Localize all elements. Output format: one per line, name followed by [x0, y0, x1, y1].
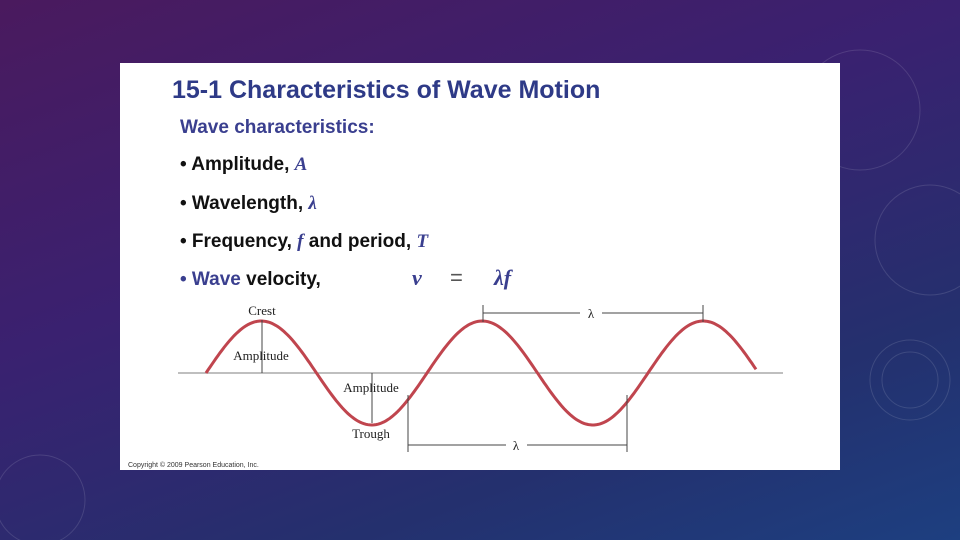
formula: =: [450, 265, 463, 290]
symbol: f: [297, 231, 305, 252]
diagram-label: λ: [588, 306, 595, 321]
bullet: • Wavelength, λ: [180, 193, 317, 214]
bullet: • Amplitude, A: [180, 154, 307, 175]
symbol: λ: [307, 193, 316, 214]
decoration: [0, 49, 960, 540]
bullet-text: and period,: [309, 231, 411, 252]
diagram-label: Amplitude: [343, 380, 399, 395]
bullet-text: • Frequency,: [180, 231, 292, 252]
bullet-text: • Wavelength,: [180, 193, 303, 214]
copyright: Copyright © 2009 Pearson Education, Inc.: [128, 461, 259, 469]
diagram-label: Trough: [352, 426, 390, 441]
subtitle: Wave characteristics:: [180, 117, 375, 138]
formula: v: [412, 265, 422, 290]
bullet-text: velocity,: [246, 269, 321, 290]
measure-lines: [261, 305, 704, 452]
symbol: A: [294, 154, 308, 175]
content-panel: [120, 63, 840, 470]
bullet-text: • Wave: [180, 269, 241, 290]
title: 15-1 Characteristics of Wave Motion: [172, 76, 600, 104]
diagram-label: Crest: [248, 303, 276, 318]
diagram-label: λ: [513, 438, 520, 453]
bullet: • Wave velocity,: [180, 269, 321, 290]
wave: [204, 319, 758, 427]
bullet-text: • Amplitude,: [180, 154, 289, 175]
symbol: T: [416, 231, 429, 252]
diagram-label: Amplitude: [233, 348, 289, 363]
formula: λf: [493, 265, 514, 290]
bullet: • Frequency, f and period, T: [180, 231, 429, 252]
